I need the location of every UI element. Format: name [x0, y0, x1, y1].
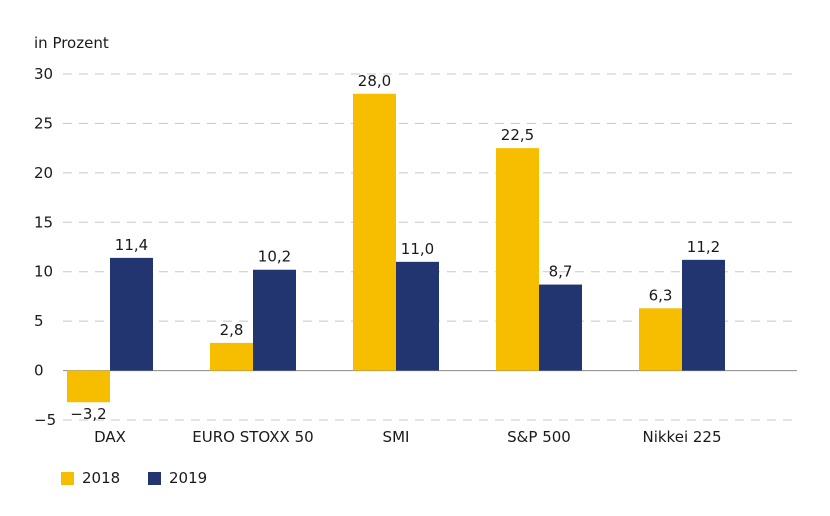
legend-swatch-2018	[61, 472, 74, 485]
legend-swatch-2019	[148, 472, 161, 485]
x-category-label: DAX	[94, 428, 126, 446]
x-axis-categories: DAX EURO STOXX 50 SMI S&P 500 Nikkei 225	[94, 428, 721, 446]
x-category-label: EURO STOXX 50	[192, 428, 313, 446]
bar-2019-3	[539, 284, 582, 371]
data-label: 10,2	[258, 248, 291, 266]
y-tick-label: 15	[34, 213, 53, 231]
y-unit-label: in Prozent	[34, 34, 109, 52]
data-label: 11,2	[687, 238, 720, 256]
bar-2019-1	[253, 269, 296, 371]
y-tick-label: −5	[34, 411, 56, 429]
legend-label: 2018	[82, 469, 120, 487]
y-tick-label: 5	[34, 312, 44, 330]
bar-2018-4	[639, 308, 682, 371]
y-tick-label: 30	[34, 65, 53, 83]
bars	[67, 93, 725, 403]
x-category-label: Nikkei 225	[642, 428, 721, 446]
bar-2018-2	[353, 93, 396, 371]
bar-2019-4	[682, 259, 725, 371]
x-category-label: SMI	[383, 428, 410, 446]
y-axis-ticks: 30 25 20 15 10 5 0 −5	[34, 65, 56, 429]
bar-2019-0	[110, 257, 153, 371]
data-labels: −3,2 2,8 28,0 22,5 6,3 11,4 10,2 11,0 8,7 11,2	[70, 72, 720, 423]
y-tick-label: 10	[34, 263, 53, 281]
x-category-label: S&P 500	[507, 428, 571, 446]
bar-2019-2	[396, 261, 439, 371]
data-label: 22,5	[501, 126, 534, 144]
data-label: 11,0	[401, 240, 434, 258]
bar-2018-3	[496, 148, 539, 371]
data-label: 6,3	[649, 286, 673, 304]
y-tick-label: 20	[34, 164, 53, 182]
data-label: 2,8	[220, 321, 244, 339]
data-label: −3,2	[70, 405, 106, 423]
bar-2018-1	[210, 342, 253, 371]
bar-2018-0	[67, 370, 110, 403]
y-tick-label: 0	[34, 362, 44, 380]
data-label: 28,0	[358, 72, 391, 90]
y-tick-label: 25	[34, 114, 53, 132]
data-label: 8,7	[549, 263, 573, 281]
data-label: 11,4	[115, 236, 148, 254]
legend-label: 2019	[169, 469, 207, 487]
legend: 2018 2019	[61, 469, 207, 487]
